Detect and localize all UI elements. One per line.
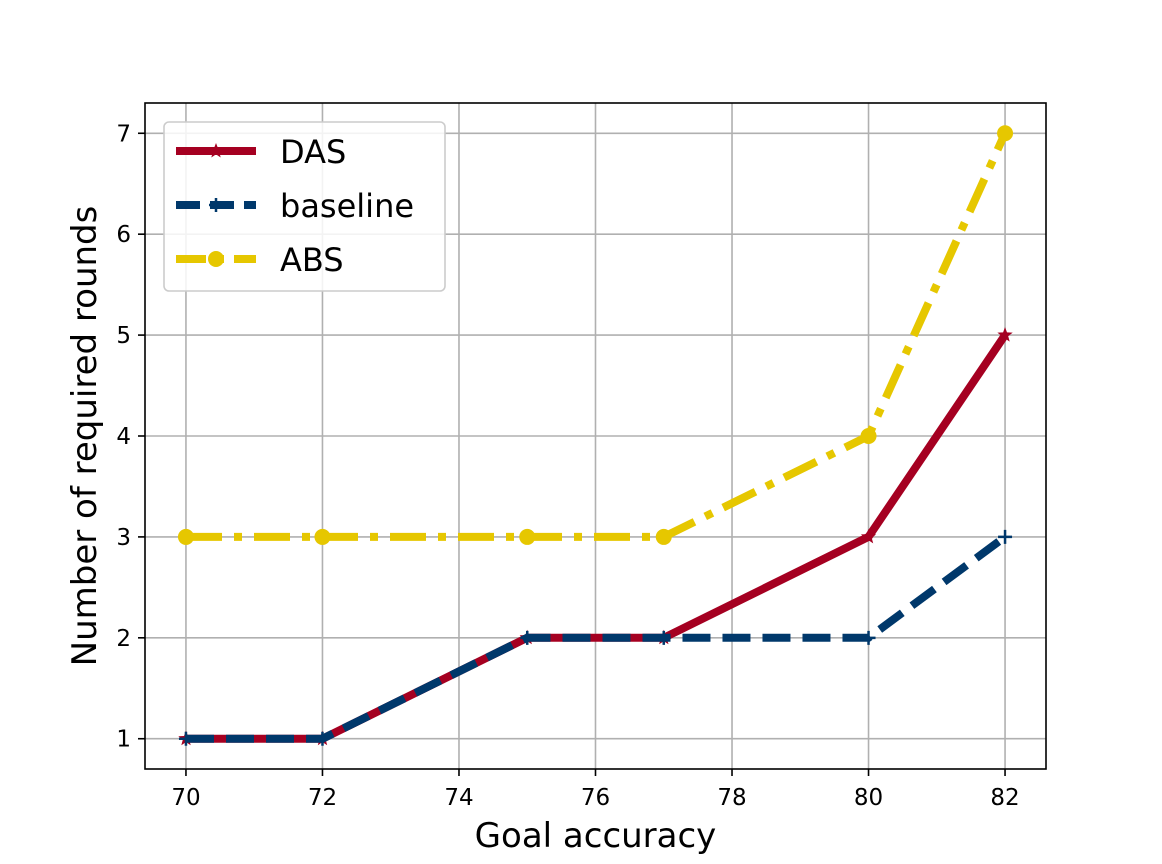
y-tick-label: 6 [116, 222, 131, 248]
series-line-ABS [186, 131, 1009, 541]
plot-series [177, 125, 1014, 746]
x-tick-label: 78 [717, 785, 746, 811]
legend-label-baseline: baseline [280, 187, 414, 225]
y-tick-label: 5 [116, 323, 131, 349]
y-axis-label: Number of required rounds [65, 206, 105, 667]
legend: DAS baseline ABS [163, 121, 446, 292]
x-tick-label: 76 [581, 785, 610, 811]
legend-label-DAS: DAS [280, 133, 346, 171]
data-point-ABS [997, 125, 1014, 142]
data-point-DAS [997, 327, 1013, 342]
x-axis-label: Goal accuracy [475, 816, 717, 856]
data-point-baseline [998, 529, 1013, 544]
y-tick-label: 1 [116, 727, 131, 753]
series-line-DAS [186, 332, 1009, 743]
legend-marker-baseline [209, 198, 223, 212]
x-tick-label: 80 [854, 785, 883, 811]
legend-marker-ABS [208, 251, 224, 267]
data-point-ABS [860, 428, 877, 444]
data-point-ABS [314, 528, 331, 545]
series-line-baseline [186, 533, 1008, 743]
data-point-ABS [519, 528, 536, 545]
y-tick-label: 7 [116, 121, 131, 147]
legend-marker-DAS [208, 143, 224, 158]
data-point-ABS [177, 528, 194, 545]
data-point-baseline [520, 630, 535, 645]
x-tick-label: 72 [308, 785, 337, 811]
data-point-DAS [860, 528, 877, 544]
legend-label-ABS: ABS [280, 241, 344, 279]
axis-ticks: 70 72 74 76 78 80 82 1 2 3 4 5 6 7 [116, 121, 1019, 811]
series-ABS [177, 125, 1014, 545]
y-tick-label: 4 [116, 424, 131, 450]
legend-box [163, 121, 446, 292]
x-tick-label: 70 [171, 785, 200, 811]
data-point-baseline [656, 630, 671, 645]
data-point-ABS [655, 528, 672, 545]
y-tick-label: 3 [116, 525, 131, 551]
data-point-baseline [861, 630, 876, 645]
y-tick-label: 2 [116, 626, 131, 652]
data-point-baseline [315, 731, 330, 746]
x-tick-label: 74 [444, 785, 473, 811]
data-point-baseline [178, 731, 193, 746]
series-baseline [178, 529, 1013, 746]
x-tick-label: 82 [990, 785, 1019, 811]
